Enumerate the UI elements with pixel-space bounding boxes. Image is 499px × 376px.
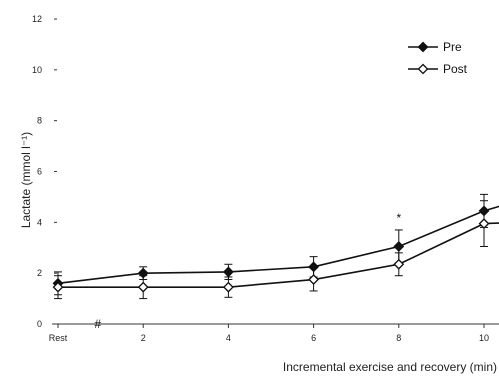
x-axis-label: Incremental exercise and recovery (min) xyxy=(283,360,497,374)
data-point xyxy=(393,258,405,270)
y-axis-ticks: 0 2 4 6 8 10 12 xyxy=(32,14,57,329)
chart-annotations: *# xyxy=(94,211,401,331)
x-tick-label: 6 xyxy=(311,333,316,343)
data-point xyxy=(222,266,234,278)
legend-label: Post xyxy=(443,62,468,76)
y-tick-label: 8 xyxy=(37,116,42,126)
data-point xyxy=(393,241,405,252)
data-point xyxy=(137,281,149,293)
series-line xyxy=(57,205,499,285)
y-axis-label: Lactate (mmol l⁻¹) xyxy=(19,132,33,228)
y-tick-label: 10 xyxy=(32,65,42,75)
x-tick-label: 8 xyxy=(396,333,401,343)
data-point xyxy=(308,274,320,285)
legend-marker xyxy=(417,63,429,75)
chart-legend: Pre Post xyxy=(408,40,468,76)
legend-marker xyxy=(417,41,429,53)
x-tick-label: Rest xyxy=(49,333,68,343)
legend-item-pre: Pre xyxy=(408,40,462,54)
series-post xyxy=(52,200,499,300)
data-point xyxy=(478,218,490,230)
series-pre xyxy=(52,193,499,296)
significance-asterisk: * xyxy=(396,211,401,225)
data-point xyxy=(222,281,234,293)
x-axis-ticks: Rest 2 4 6 8 10 xyxy=(49,324,489,343)
significance-hash: # xyxy=(94,317,101,331)
y-tick-label: 2 xyxy=(37,268,42,278)
legend-label: Pre xyxy=(443,40,462,54)
data-point xyxy=(52,281,64,293)
y-tick-label: 4 xyxy=(37,217,42,227)
x-tick-label: 10 xyxy=(479,333,489,343)
y-tick-label: 12 xyxy=(32,14,42,24)
chart-series xyxy=(52,193,499,300)
x-tick-label: 2 xyxy=(141,333,146,343)
legend-item-post: Post xyxy=(408,62,468,76)
y-tick-label: 0 xyxy=(37,319,42,329)
x-tick-label: 4 xyxy=(226,333,231,343)
y-tick-label: 6 xyxy=(37,167,42,177)
